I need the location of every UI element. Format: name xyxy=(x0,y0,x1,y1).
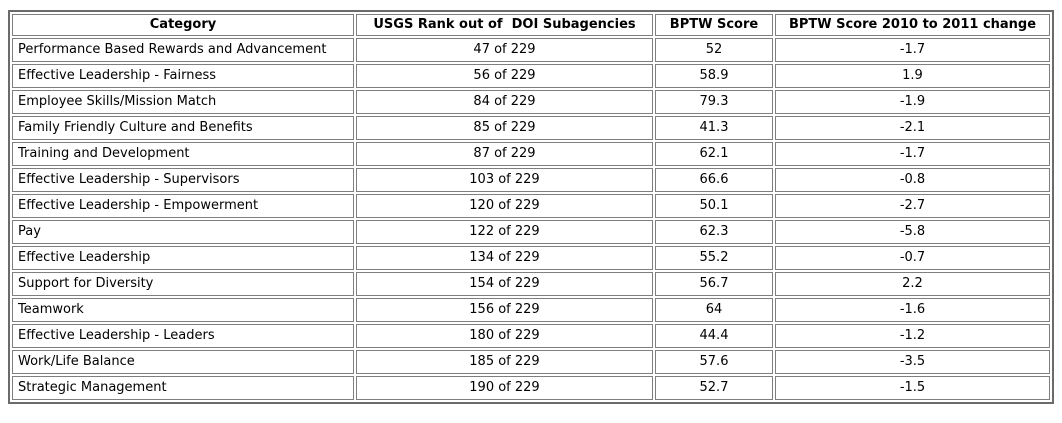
table-row: Training and Development 87 of 229 62.1 … xyxy=(12,142,1050,166)
category-cell: Pay xyxy=(12,220,354,244)
score-cell: 50.1 xyxy=(655,194,773,218)
table-row: Effective Leadership - Fairness 56 of 22… xyxy=(12,64,1050,88)
table-body: Performance Based Rewards and Advancemen… xyxy=(12,38,1050,400)
rank-cell: 134 of 229 xyxy=(356,246,653,270)
category-cell: Effective Leadership - Empowerment xyxy=(12,194,354,218)
score-cell: 62.3 xyxy=(655,220,773,244)
category-cell: Effective Leadership - Leaders xyxy=(12,324,354,348)
header-usgs-rank: USGS Rank out of DOI Subagencies xyxy=(356,14,653,36)
change-cell: -3.5 xyxy=(775,350,1050,374)
change-cell: -0.8 xyxy=(775,168,1050,192)
rank-cell: 84 of 229 xyxy=(356,90,653,114)
rank-cell: 185 of 229 xyxy=(356,350,653,374)
score-cell: 52 xyxy=(655,38,773,62)
rank-cell: 103 of 229 xyxy=(356,168,653,192)
score-cell: 41.3 xyxy=(655,116,773,140)
rank-cell: 180 of 229 xyxy=(356,324,653,348)
rank-cell: 190 of 229 xyxy=(356,376,653,400)
change-cell: -1.5 xyxy=(775,376,1050,400)
header-bptw-score: BPTW Score xyxy=(655,14,773,36)
rank-cell: 87 of 229 xyxy=(356,142,653,166)
category-cell: Strategic Management xyxy=(12,376,354,400)
category-cell: Employee Skills/Mission Match xyxy=(12,90,354,114)
bptw-rankings-table: Category USGS Rank out of DOI Subagencie… xyxy=(8,10,1054,404)
change-cell: 1.9 xyxy=(775,64,1050,88)
score-cell: 52.7 xyxy=(655,376,773,400)
rank-cell: 56 of 229 xyxy=(356,64,653,88)
rank-cell: 47 of 229 xyxy=(356,38,653,62)
change-cell: -1.2 xyxy=(775,324,1050,348)
table-row: Strategic Management 190 of 229 52.7 -1.… xyxy=(12,376,1050,400)
table-row: Effective Leadership - Leaders 180 of 22… xyxy=(12,324,1050,348)
rank-cell: 120 of 229 xyxy=(356,194,653,218)
category-cell: Effective Leadership - Supervisors xyxy=(12,168,354,192)
table-row: Family Friendly Culture and Benefits 85 … xyxy=(12,116,1050,140)
change-cell: -5.8 xyxy=(775,220,1050,244)
change-cell: -1.7 xyxy=(775,142,1050,166)
score-cell: 56.7 xyxy=(655,272,773,296)
table-row: Support for Diversity 154 of 229 56.7 2.… xyxy=(12,272,1050,296)
change-cell: -1.6 xyxy=(775,298,1050,322)
table-row: Effective Leadership - Empowerment 120 o… xyxy=(12,194,1050,218)
category-cell: Performance Based Rewards and Advancemen… xyxy=(12,38,354,62)
category-cell: Teamwork xyxy=(12,298,354,322)
table-row: Effective Leadership - Supervisors 103 o… xyxy=(12,168,1050,192)
category-cell: Support for Diversity xyxy=(12,272,354,296)
score-cell: 62.1 xyxy=(655,142,773,166)
change-cell: -2.1 xyxy=(775,116,1050,140)
table-row: Performance Based Rewards and Advancemen… xyxy=(12,38,1050,62)
score-cell: 55.2 xyxy=(655,246,773,270)
table-row: Teamwork 156 of 229 64 -1.6 xyxy=(12,298,1050,322)
category-cell: Effective Leadership xyxy=(12,246,354,270)
rank-cell: 122 of 229 xyxy=(356,220,653,244)
rank-cell: 154 of 229 xyxy=(356,272,653,296)
change-cell: -2.7 xyxy=(775,194,1050,218)
table-row: Employee Skills/Mission Match 84 of 229 … xyxy=(12,90,1050,114)
score-cell: 64 xyxy=(655,298,773,322)
table-row: Work/Life Balance 185 of 229 57.6 -3.5 xyxy=(12,350,1050,374)
score-cell: 79.3 xyxy=(655,90,773,114)
category-cell: Effective Leadership - Fairness xyxy=(12,64,354,88)
score-cell: 44.4 xyxy=(655,324,773,348)
category-cell: Family Friendly Culture and Benefits xyxy=(12,116,354,140)
category-cell: Training and Development xyxy=(12,142,354,166)
rank-cell: 85 of 229 xyxy=(356,116,653,140)
score-cell: 66.6 xyxy=(655,168,773,192)
rank-cell: 156 of 229 xyxy=(356,298,653,322)
category-cell: Work/Life Balance xyxy=(12,350,354,374)
header-category: Category xyxy=(12,14,354,36)
score-cell: 57.6 xyxy=(655,350,773,374)
change-cell: -1.7 xyxy=(775,38,1050,62)
score-cell: 58.9 xyxy=(655,64,773,88)
table-row: Pay 122 of 229 62.3 -5.8 xyxy=(12,220,1050,244)
header-row: Category USGS Rank out of DOI Subagencie… xyxy=(12,14,1050,36)
change-cell: -1.9 xyxy=(775,90,1050,114)
change-cell: -0.7 xyxy=(775,246,1050,270)
header-bptw-change: BPTW Score 2010 to 2011 change xyxy=(775,14,1050,36)
change-cell: 2.2 xyxy=(775,272,1050,296)
table-row: Effective Leadership 134 of 229 55.2 -0.… xyxy=(12,246,1050,270)
